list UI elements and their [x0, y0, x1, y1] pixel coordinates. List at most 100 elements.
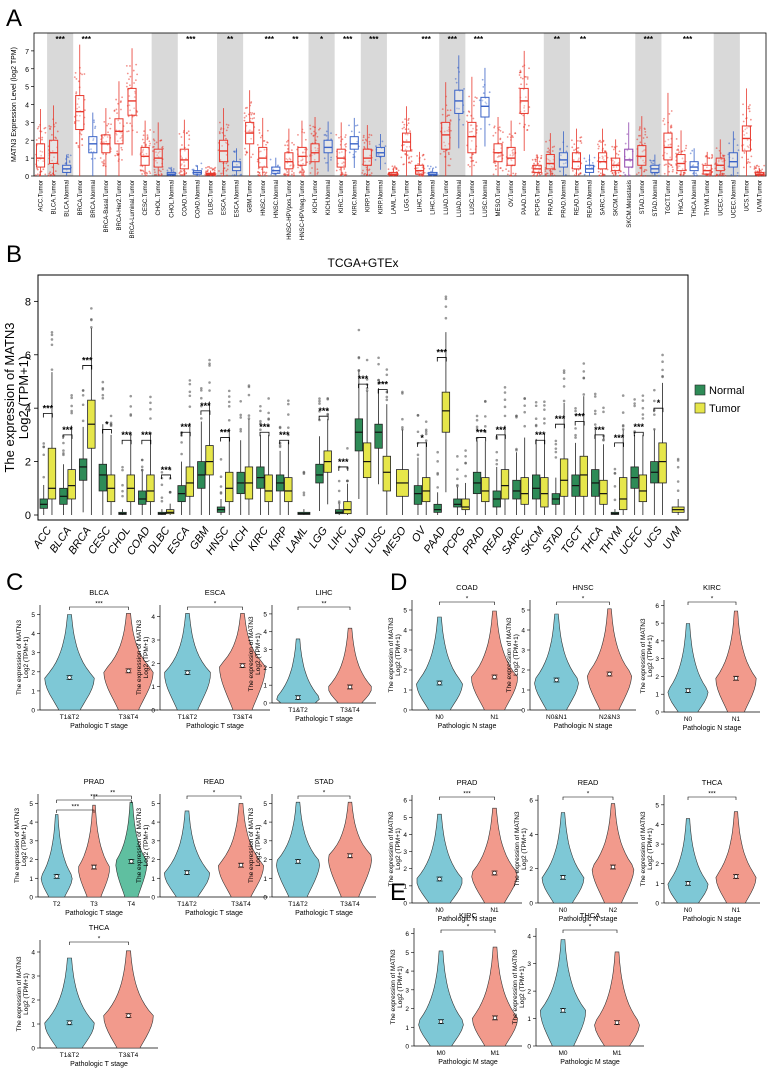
- outlier-point: [42, 445, 46, 448]
- data-point: [146, 134, 149, 136]
- data-point: [669, 125, 672, 128]
- y-axis-label: The expression of MATN3: [512, 949, 519, 1024]
- box: [461, 498, 470, 511]
- data-point: [238, 161, 241, 164]
- data-point: [611, 172, 614, 175]
- y-tick-label: 2: [31, 669, 35, 676]
- y-tick-label: 6: [25, 350, 31, 362]
- data-point: [219, 159, 222, 161]
- chart-title: LIHC: [315, 588, 333, 597]
- y-axis-label: Log2 (TPM+1): [143, 637, 150, 679]
- outlier-point: [109, 424, 113, 428]
- data-point: [204, 173, 207, 176]
- data-point: [265, 143, 267, 146]
- y-tick-label: 5: [405, 950, 409, 957]
- data-point: [682, 173, 685, 176]
- significance-bracket: [220, 437, 231, 442]
- data-point: [573, 143, 576, 146]
- data-point: [339, 168, 342, 171]
- outlier-point: [593, 392, 597, 396]
- data-point: [160, 173, 163, 175]
- y-tick-label: 7: [25, 49, 29, 56]
- data-point: [710, 157, 713, 160]
- data-point: [81, 144, 84, 147]
- significance-bracket: [62, 434, 73, 439]
- data-point: [472, 117, 475, 120]
- data-point: [617, 153, 620, 156]
- outlier-point: [90, 307, 93, 310]
- outlier-point: [318, 399, 321, 403]
- outlier-point: [574, 436, 577, 439]
- data-point: [218, 121, 221, 124]
- data-point: [691, 149, 694, 152]
- data-point: [642, 149, 645, 152]
- y-tick-label: 2: [151, 857, 155, 864]
- data-point: [505, 168, 507, 171]
- outlier-point: [50, 330, 54, 334]
- data-point: [291, 173, 293, 176]
- data-point: [141, 151, 144, 154]
- significance-label: *: [420, 433, 424, 443]
- data-point: [120, 108, 122, 111]
- significance-label: **: [292, 35, 299, 44]
- data-point: [598, 156, 601, 159]
- significance-bracket: [535, 439, 546, 445]
- x-tick-label: BRCA-Luminal.Tumor: [130, 180, 136, 238]
- data-point: [283, 173, 286, 176]
- data-point: [80, 129, 82, 132]
- data-point: [577, 173, 580, 176]
- x-axis-label: Pathologic N stage: [683, 725, 742, 732]
- outlier-point: [259, 419, 262, 423]
- data-point: [251, 112, 254, 114]
- data-point: [54, 122, 57, 124]
- y-tick-label: 4: [25, 103, 29, 110]
- data-point: [579, 172, 582, 175]
- x-tick-label: UVM: [661, 524, 685, 552]
- data-point: [286, 158, 289, 161]
- data-point: [417, 162, 420, 165]
- outlier-point: [357, 356, 361, 360]
- data-point: [613, 171, 616, 174]
- outlier-point: [582, 393, 586, 396]
- data-point: [218, 132, 221, 135]
- data-point: [401, 127, 404, 130]
- data-point: [736, 174, 739, 177]
- outlier-point: [101, 396, 105, 400]
- x-tick-label: BRCA.Normal: [91, 180, 97, 218]
- data-point: [145, 174, 148, 177]
- data-point: [462, 123, 465, 126]
- outlier-point: [287, 426, 290, 429]
- data-point: [77, 145, 80, 147]
- data-point: [639, 134, 642, 137]
- data-point: [362, 169, 364, 172]
- outlier-point: [534, 423, 538, 427]
- data-point: [499, 129, 502, 132]
- data-point: [244, 153, 247, 156]
- violin-body: [539, 939, 587, 1047]
- x-axis-label: Pathologic N stage: [683, 916, 742, 923]
- data-point: [612, 166, 615, 169]
- y-tick-label: 1: [521, 688, 525, 695]
- data-point: [181, 144, 183, 146]
- significance-label: ***: [186, 35, 196, 44]
- shade-region: [635, 33, 662, 176]
- data-point: [441, 113, 444, 116]
- data-point: [50, 174, 53, 177]
- data-point: [247, 130, 250, 133]
- x-tick-label: KIRC.Normal: [352, 180, 358, 215]
- data-point: [39, 150, 42, 153]
- data-point: [257, 171, 260, 173]
- outlier-point: [200, 389, 203, 392]
- data-point: [225, 137, 227, 140]
- data-point: [314, 146, 317, 149]
- outlier-point: [208, 364, 211, 367]
- data-point: [545, 140, 547, 143]
- violin-body: [471, 807, 518, 904]
- y-tick-label: 3: [31, 974, 35, 981]
- x-tick-label: KIRC: [246, 525, 271, 553]
- data-point: [447, 126, 450, 129]
- data-point: [156, 161, 159, 164]
- data-point: [259, 136, 262, 139]
